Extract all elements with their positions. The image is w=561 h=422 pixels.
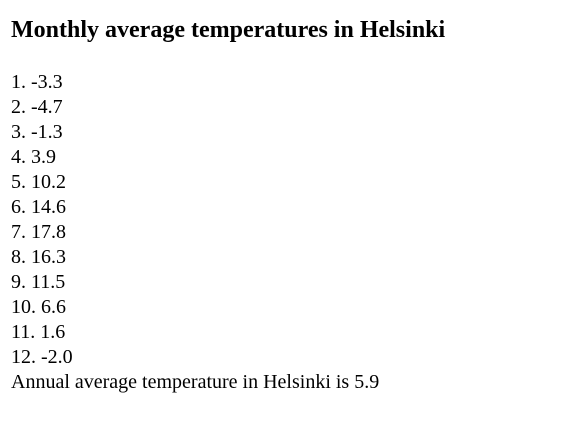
page-content: Monthly average temperatures in Helsinki… [11,17,561,393]
list-item-month-8: 8. 16.3 [11,246,66,268]
list-item-month-1: 1. -3.3 [11,71,63,93]
page-title: Monthly average temperatures in Helsinki [11,17,446,43]
list-item-month-9: 9. 11.5 [11,271,66,293]
annual-average-summary: Annual average temperature in Helsinki i… [11,371,380,393]
list-item-month-11: 11. 1.6 [11,321,66,343]
list-item-month-2: 2. -4.7 [11,96,63,118]
list-item-month-4: 4. 3.9 [11,146,56,168]
monthly-temperature-list: 1. -3.3 2. -4.7 3. -1.3 4. 3.9 5. 10.2 6… [11,70,561,370]
list-item-month-7: 7. 17.8 [11,221,66,243]
list-item-month-12: 12. -2.0 [11,346,73,368]
list-item-month-3: 3. -1.3 [11,121,63,143]
list-item-month-5: 5. 10.2 [11,171,66,193]
list-item-month-10: 10. 6.6 [11,296,66,318]
list-item-month-6: 6. 14.6 [11,196,66,218]
